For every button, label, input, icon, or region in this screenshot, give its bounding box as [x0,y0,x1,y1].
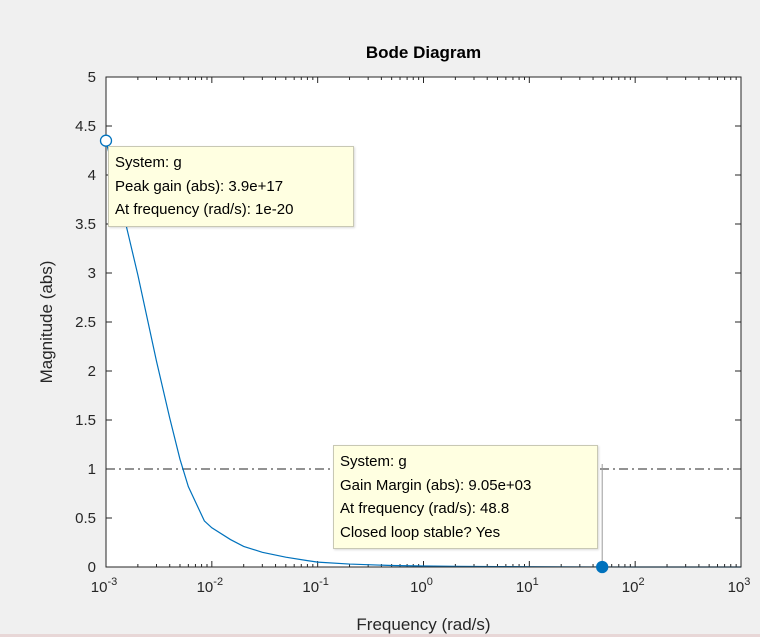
y-tick-label: 1.5 [75,412,96,429]
x-tick-label: 101 [516,576,539,596]
y-tick-label: 3 [88,265,96,282]
window-bottom-edge [0,634,760,637]
gain-margin-datatip[interactable]: System: g Gain Margin (abs): 9.05e+03 At… [333,445,598,549]
x-tick-label: 100 [410,576,433,596]
x-axis-ticks: 10-3 10-2 10-1 100 101 102 103 [91,77,751,596]
y-tick-label: 5 [88,69,96,86]
x-tick-label: 10-3 [91,576,117,596]
x-axis-label: Frequency (rad/s) [356,615,490,634]
peak-gain-datatip[interactable]: System: g Peak gain (abs): 3.9e+17 At fr… [108,146,354,227]
y-tick-label: 0 [88,559,96,576]
x-tick-label: 10-2 [197,576,223,596]
y-tick-label: 4 [88,167,96,184]
y-tick-label: 0.5 [75,510,96,527]
datatip-line: System: g [340,453,407,470]
x-tick-label: 103 [728,576,751,596]
peak-gain-marker[interactable] [99,134,113,147]
y-tick-label: 2 [88,363,96,380]
y-axis-label: Magnitude (abs) [37,261,56,384]
datatip-line: At frequency (rad/s): 48.8 [340,500,510,517]
chart-title: Bode Diagram [366,43,481,62]
datatip-line: System: g [115,154,182,171]
datatip-line: Closed loop stable? Yes [340,523,501,541]
y-tick-label: 2.5 [75,314,96,331]
gain-margin-marker[interactable] [596,560,609,574]
datatip-line: At frequency (rad/s): 1e-20 [115,201,294,218]
datatip-line: Peak gain (abs): 3.9e+17 [115,177,284,195]
y-tick-label: 1 [88,461,96,478]
x-tick-label: 10-1 [302,576,328,596]
datatip-line: Gain Margin (abs): 9.05e+03 [340,476,532,494]
y-tick-label: 3.5 [75,216,96,233]
x-tick-label: 102 [622,576,645,596]
datatip-markers[interactable] [99,134,609,574]
axes-box [105,76,742,568]
y-tick-label: 4.5 [75,118,96,135]
